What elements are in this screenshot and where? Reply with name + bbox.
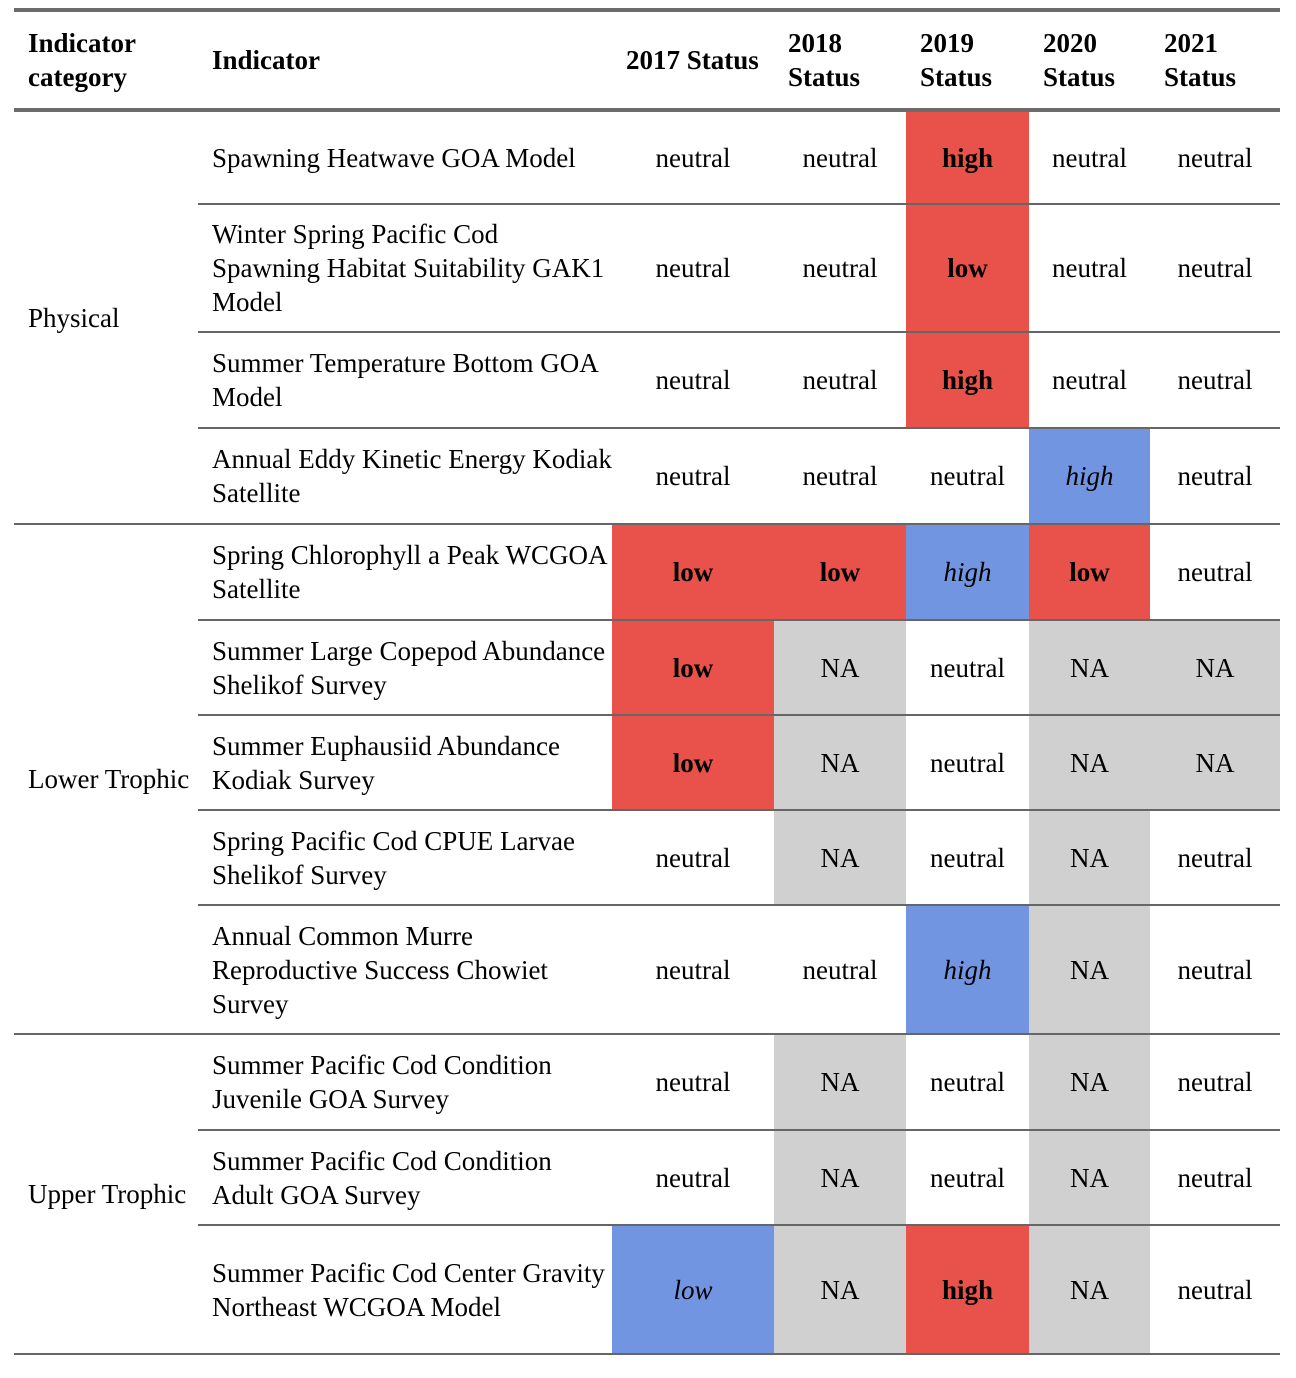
status-cell: neutral — [930, 747, 1005, 778]
status-cell: low — [612, 1225, 774, 1354]
table-row: Summer Temperature Bottom GOA Model neutr… — [14, 332, 1280, 428]
status-cell: high — [906, 1225, 1029, 1354]
table-row: Upper Trophic Summer Pacific Cod Conditio… — [14, 1034, 1280, 1355]
indicator-cell: Summer Temperature Bottom GOA Model — [212, 348, 598, 412]
status-cell: neutral — [802, 142, 878, 173]
indicator-cell: Summer Pacific Cod Center Gravity Northe… — [212, 1257, 605, 1322]
status-cell: low — [612, 524, 774, 620]
status-cell: NA — [774, 1130, 906, 1225]
status-cell: neutral — [1177, 954, 1253, 985]
status-cell: neutral — [1177, 365, 1253, 395]
indicator-cell: Spring Chlorophyll a Peak WCGOA Satellit… — [212, 540, 606, 604]
status-cell: neutral — [802, 461, 878, 491]
header-year: 2017 Status — [626, 45, 759, 75]
status-cell: neutral — [930, 1162, 1005, 1193]
status-cell: NA — [1029, 810, 1150, 905]
status-cell: neutral — [655, 142, 731, 173]
status-cell: neutral — [655, 1067, 731, 1097]
status-cell: NA — [774, 620, 906, 715]
status-cell: high — [906, 905, 1029, 1034]
indicator-cell: Winter Spring Pacific Cod Spawning Habit… — [212, 219, 605, 317]
status-cell: neutral — [1177, 1162, 1253, 1193]
status-cell: NA — [1029, 1130, 1150, 1225]
header-year: 2019 Status — [920, 28, 993, 92]
indicator-status-table: Indicator category Indicator 2017 Status… — [14, 12, 1280, 1355]
status-cell: neutral — [655, 253, 731, 283]
status-cell: low — [612, 715, 774, 810]
status-cell: low — [774, 524, 906, 620]
indicator-cell: Summer Large Copepod Abundance Shelikof … — [212, 635, 606, 700]
table-row: Lower Trophic Spring Chlorophyll a Peak W… — [14, 524, 1280, 1035]
status-cell: neutral — [930, 652, 1005, 683]
status-cell: neutral — [1177, 1067, 1253, 1097]
indicator-cell: Summer Pacific Cod Condition Juvenile GO… — [212, 1050, 552, 1114]
status-cell: neutral — [1177, 1274, 1253, 1305]
status-cell: neutral — [1177, 842, 1253, 873]
status-cell: neutral — [1052, 142, 1127, 173]
table-row: Summer Large Copepod Abundance Shelikof … — [14, 620, 1280, 715]
category-cell: Lower Trophic — [14, 524, 198, 1035]
table-row: Annual Common Murre Reproductive Success… — [14, 905, 1280, 1034]
status-cell: high — [906, 524, 1029, 620]
status-cell: NA — [1150, 715, 1280, 810]
status-cell: low — [906, 204, 1029, 332]
status-cell: neutral — [655, 365, 731, 395]
status-cell: NA — [774, 715, 906, 810]
status-cell: NA — [1029, 905, 1150, 1034]
status-cell: NA — [774, 810, 906, 905]
status-table-container: Indicator category Indicator 2017 Status… — [14, 8, 1280, 1355]
category-cell: Upper Trophic — [14, 1034, 198, 1355]
status-cell: low — [1029, 524, 1150, 620]
status-cell: NA — [1029, 715, 1150, 810]
header-year: 2021 Status — [1164, 28, 1237, 92]
status-cell: neutral — [1177, 557, 1253, 587]
status-cell: neutral — [1052, 365, 1127, 395]
status-cell: neutral — [1052, 253, 1127, 283]
top-rule — [14, 8, 1280, 12]
status-cell: high — [906, 110, 1029, 204]
table-row: Summer Pacific Cod Condition Adult GOA S… — [14, 1130, 1280, 1225]
status-cell: NA — [1029, 1225, 1150, 1354]
status-cell: neutral — [1177, 461, 1253, 491]
table-row: Physical Spawning Heatwave GOA Model neutr… — [14, 110, 1280, 525]
status-cell: neutral — [1177, 142, 1253, 173]
status-cell: neutral — [930, 1067, 1005, 1097]
status-cell: neutral — [930, 842, 1005, 873]
status-cell: high — [1029, 428, 1150, 524]
status-cell: high — [906, 332, 1029, 428]
status-cell: neutral — [655, 954, 731, 985]
indicator-cell: Summer Pacific Cod Condition Adult GOA S… — [212, 1145, 552, 1210]
table-row: Summer Pacific Cod Center Gravity Northe… — [14, 1225, 1280, 1354]
status-cell: neutral — [802, 365, 878, 395]
header-row: Indicator category Indicator 2017 Status… — [14, 12, 1280, 110]
indicator-cell: Spring Pacific Cod CPUE Larvae Shelikof … — [212, 825, 575, 890]
category-cell: Physical — [14, 110, 198, 525]
status-cell: neutral — [655, 842, 731, 873]
status-cell: NA — [774, 1225, 906, 1354]
status-cell: neutral — [930, 461, 1005, 491]
header-year: 2020 Status — [1043, 28, 1116, 92]
indicator-cell: Annual Eddy Kinetic Energy Kodiak Satell… — [212, 444, 612, 508]
status-cell: NA — [774, 1034, 906, 1130]
status-cell: neutral — [802, 253, 878, 283]
status-cell: NA — [1029, 620, 1150, 715]
header-category: Indicator category — [28, 28, 136, 92]
status-cell: NA — [1150, 620, 1280, 715]
header-year: 2018 Status — [788, 28, 861, 92]
status-cell: neutral — [655, 1162, 731, 1193]
indicator-cell: Spawning Heatwave GOA Model — [212, 142, 576, 173]
indicator-cell: Summer Euphausiid Abundance Kodiak Surve… — [212, 730, 560, 795]
indicator-cell: Annual Common Murre Reproductive Success… — [212, 920, 548, 1019]
table-row: Spring Pacific Cod CPUE Larvae Shelikof … — [14, 810, 1280, 905]
status-cell: NA — [1029, 1034, 1150, 1130]
table-body: Physical Spawning Heatwave GOA Model neutr… — [14, 110, 1280, 1355]
status-cell: neutral — [655, 461, 731, 491]
header-indicator: Indicator — [212, 45, 320, 75]
status-cell: neutral — [802, 954, 878, 985]
status-cell: low — [612, 620, 774, 715]
table-row: Summer Euphausiid Abundance Kodiak Surve… — [14, 715, 1280, 810]
table-row: Annual Eddy Kinetic Energy Kodiak Satell… — [14, 428, 1280, 524]
table-row: Winter Spring Pacific Cod Spawning Habit… — [14, 204, 1280, 332]
status-cell: neutral — [1177, 253, 1253, 283]
